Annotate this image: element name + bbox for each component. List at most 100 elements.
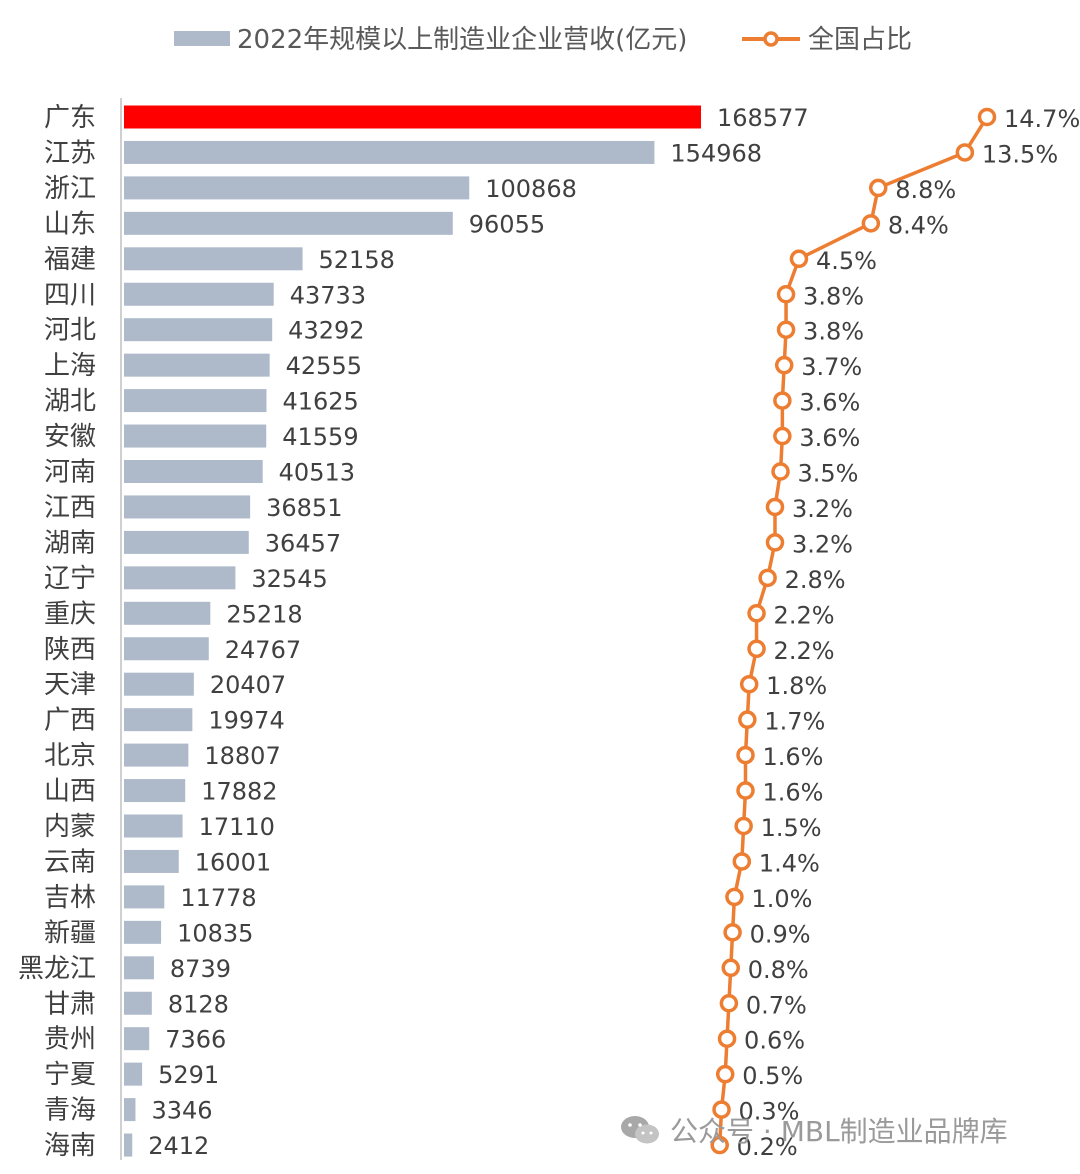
share-point xyxy=(776,320,796,339)
share-label: 1.6% xyxy=(762,743,823,771)
bar xyxy=(124,885,165,909)
bar-series: 广东 168577 江苏 154968 浙江 100868 山东 96055 福建 52158 四川… xyxy=(18,103,809,1161)
share-point xyxy=(725,887,744,907)
share-point xyxy=(738,710,757,729)
bar xyxy=(124,637,209,661)
bar xyxy=(124,991,152,1015)
category-label: 河南 xyxy=(44,458,96,488)
category-label: 辽宁 xyxy=(44,564,96,594)
bar xyxy=(124,318,273,342)
bar-value-label: 2412 xyxy=(148,1132,209,1160)
bar-value-label: 24767 xyxy=(225,636,301,664)
category-label: 内蒙 xyxy=(44,812,96,842)
bar-value-label: 96055 xyxy=(469,210,545,238)
category-label: 北京 xyxy=(44,741,96,771)
share-point xyxy=(773,426,792,446)
category-label: 陕西 xyxy=(44,635,96,665)
share-label: 3.2% xyxy=(792,495,853,523)
bar xyxy=(124,601,211,625)
share-point xyxy=(773,391,792,410)
share-point xyxy=(736,745,755,765)
category-label: 新疆 xyxy=(44,918,96,948)
category-label: 浙江 xyxy=(44,174,96,204)
share-label: 8.8% xyxy=(895,176,956,204)
watermark-text: 公众号 · MBL制造业品牌库 xyxy=(670,1115,1008,1148)
category-label: 贵州 xyxy=(44,1025,96,1055)
share-point xyxy=(723,923,742,942)
share-label: 3.6% xyxy=(799,424,860,452)
share-point xyxy=(715,1064,735,1084)
share-point xyxy=(789,249,809,269)
category-label: 黑龙江 xyxy=(18,954,96,984)
share-label: 3.6% xyxy=(799,389,860,417)
bar xyxy=(124,672,194,696)
bar xyxy=(124,176,470,200)
bar-value-label: 5291 xyxy=(158,1061,219,1089)
category-label: 海南 xyxy=(44,1131,96,1161)
share-label: 3.5% xyxy=(798,460,859,488)
bar xyxy=(124,708,193,732)
share-point xyxy=(765,497,785,517)
bar-value-label: 40513 xyxy=(279,459,355,487)
bar xyxy=(124,849,179,873)
share-label: 0.6% xyxy=(744,1027,805,1055)
share-point xyxy=(721,958,740,978)
bar xyxy=(124,389,267,413)
bar xyxy=(124,211,453,235)
share-label: 13.5% xyxy=(982,140,1058,168)
share-point xyxy=(868,178,888,198)
share-label: 1.5% xyxy=(761,814,822,842)
share-label: 0.9% xyxy=(750,920,811,948)
share-label: 3.8% xyxy=(803,282,864,310)
share-label: 0.2% xyxy=(737,1133,798,1161)
share-label: 1.7% xyxy=(764,708,825,736)
bar-value-label: 3346 xyxy=(151,1097,212,1125)
share-label: 0.3% xyxy=(739,1098,800,1126)
bar xyxy=(124,1027,150,1051)
bar xyxy=(124,743,189,767)
category-label: 四川 xyxy=(44,280,96,310)
share-point xyxy=(712,1100,731,1119)
bar xyxy=(124,353,270,377)
bar-value-label: 32545 xyxy=(251,565,327,593)
bar xyxy=(124,424,267,448)
bar xyxy=(124,1062,143,1086)
bar xyxy=(124,1133,133,1157)
bar-value-label: 43292 xyxy=(288,317,364,345)
share-point xyxy=(765,533,785,552)
share-label: 0.8% xyxy=(748,956,809,984)
category-label: 安徽 xyxy=(44,422,96,452)
category-label: 宁夏 xyxy=(44,1060,96,1090)
bar-value-label: 10835 xyxy=(177,919,253,947)
category-label: 湖北 xyxy=(44,387,96,417)
category-label: 湖南 xyxy=(44,528,96,558)
share-label: 1.0% xyxy=(751,885,812,913)
legend-bar-label: 2022年规模以上制造业企业营收(亿元) xyxy=(237,25,687,55)
share-label: 14.7% xyxy=(1004,105,1080,133)
bar xyxy=(124,779,186,803)
bar xyxy=(124,495,251,519)
share-label: 3.7% xyxy=(801,353,862,381)
category-label: 江苏 xyxy=(44,138,96,168)
bar-value-label: 8739 xyxy=(170,955,231,983)
bar xyxy=(124,920,162,944)
bar-value-label: 36851 xyxy=(266,494,342,522)
bar-value-label: 8128 xyxy=(168,990,229,1018)
line-series: 14.7% 13.5% 8.8% 8.4% 4.5% 3.8% 3.8% 3.7% 3.6% 3.… xyxy=(710,105,1080,1161)
category-label: 河北 xyxy=(44,316,96,346)
bar xyxy=(124,814,183,838)
bar-value-label: 168577 xyxy=(717,104,809,132)
category-label: 天津 xyxy=(44,670,96,700)
bar-value-label: 17882 xyxy=(201,778,277,806)
share-label: 1.8% xyxy=(766,672,827,700)
category-label: 青海 xyxy=(44,1096,96,1126)
bar-value-label: 100868 xyxy=(485,175,577,203)
share-point xyxy=(977,107,997,127)
bar xyxy=(124,1098,136,1122)
bar xyxy=(124,566,236,590)
bar-value-label: 11778 xyxy=(180,884,256,912)
bar xyxy=(124,460,263,483)
share-label: 2.2% xyxy=(774,637,835,665)
bar-value-label: 52158 xyxy=(319,246,395,274)
